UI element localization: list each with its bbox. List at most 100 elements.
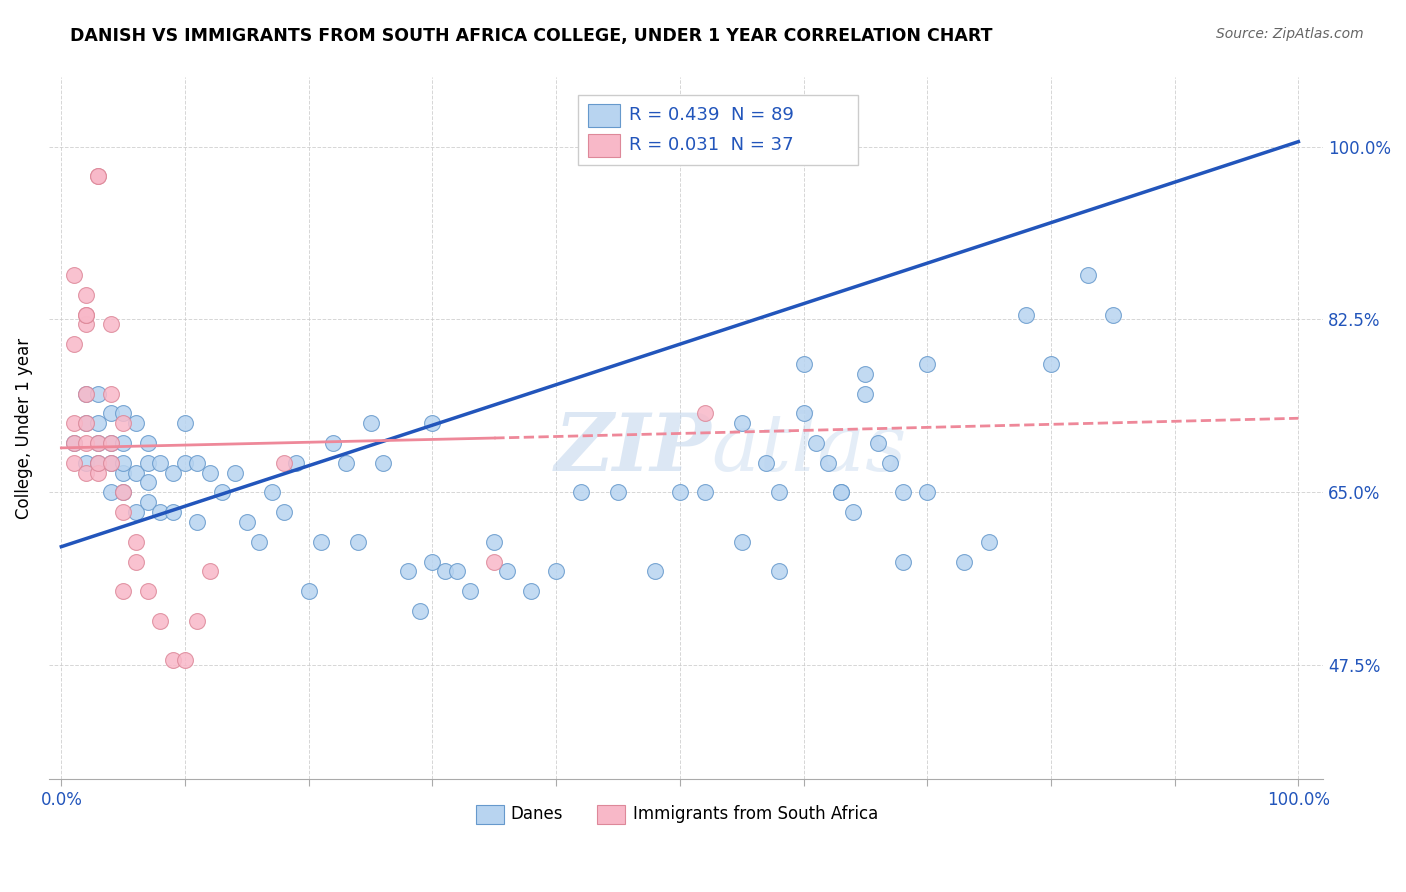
Point bbox=[891, 485, 914, 500]
Point bbox=[124, 505, 146, 519]
Text: R = 0.439  N = 89: R = 0.439 N = 89 bbox=[628, 105, 793, 124]
Point bbox=[112, 436, 135, 450]
Point bbox=[446, 565, 468, 579]
Point bbox=[136, 456, 159, 470]
Point bbox=[793, 406, 815, 420]
Point bbox=[879, 456, 901, 470]
Point bbox=[458, 584, 481, 599]
Point bbox=[124, 466, 146, 480]
Point bbox=[546, 565, 568, 579]
Text: DANISH VS IMMIGRANTS FROM SOUTH AFRICA COLLEGE, UNDER 1 YEAR CORRELATION CHART: DANISH VS IMMIGRANTS FROM SOUTH AFRICA C… bbox=[70, 27, 993, 45]
Point bbox=[75, 456, 97, 470]
Point bbox=[112, 485, 135, 500]
Point bbox=[409, 604, 432, 618]
Point bbox=[100, 436, 122, 450]
Point bbox=[1101, 308, 1123, 322]
Y-axis label: College, Under 1 year: College, Under 1 year bbox=[15, 337, 32, 519]
Point bbox=[1040, 357, 1063, 371]
Point bbox=[360, 416, 382, 430]
Point bbox=[75, 318, 97, 332]
Point bbox=[75, 466, 97, 480]
Point bbox=[484, 554, 506, 568]
Point bbox=[87, 386, 110, 401]
Point bbox=[917, 485, 939, 500]
Point bbox=[87, 169, 110, 184]
Point bbox=[75, 308, 97, 322]
Point bbox=[124, 554, 146, 568]
Point bbox=[75, 436, 97, 450]
Point bbox=[953, 554, 976, 568]
Point bbox=[162, 653, 184, 667]
Point bbox=[891, 554, 914, 568]
Text: R = 0.031  N = 37: R = 0.031 N = 37 bbox=[628, 136, 793, 154]
Point bbox=[273, 505, 295, 519]
Text: ZIP: ZIP bbox=[554, 410, 711, 488]
Point bbox=[62, 416, 84, 430]
Point bbox=[520, 584, 543, 599]
Point bbox=[693, 485, 716, 500]
Bar bbox=[578, 95, 858, 165]
Point bbox=[731, 416, 754, 430]
Point bbox=[433, 565, 456, 579]
Point bbox=[112, 416, 135, 430]
Point bbox=[186, 515, 208, 529]
Point bbox=[396, 565, 419, 579]
Point bbox=[62, 337, 84, 351]
Point bbox=[112, 456, 135, 470]
Point bbox=[112, 406, 135, 420]
Bar bbox=[588, 104, 620, 127]
Text: Source: ZipAtlas.com: Source: ZipAtlas.com bbox=[1216, 27, 1364, 41]
Point bbox=[198, 466, 221, 480]
Point bbox=[422, 554, 444, 568]
Point bbox=[211, 485, 233, 500]
Point bbox=[842, 505, 865, 519]
Point bbox=[817, 456, 839, 470]
Point bbox=[87, 169, 110, 184]
Point bbox=[484, 534, 506, 549]
Text: Danes: Danes bbox=[510, 805, 562, 823]
Point bbox=[198, 565, 221, 579]
Point bbox=[322, 436, 344, 450]
Point bbox=[186, 456, 208, 470]
Point bbox=[87, 436, 110, 450]
Point bbox=[124, 416, 146, 430]
Point bbox=[224, 466, 246, 480]
Point bbox=[495, 565, 517, 579]
Point bbox=[298, 584, 321, 599]
Point bbox=[136, 495, 159, 509]
Text: atlas: atlas bbox=[711, 410, 907, 488]
Point bbox=[174, 456, 197, 470]
Point bbox=[112, 584, 135, 599]
Point bbox=[174, 653, 197, 667]
Point bbox=[768, 565, 790, 579]
Point bbox=[260, 485, 283, 500]
Point bbox=[285, 456, 308, 470]
Point bbox=[136, 584, 159, 599]
Point bbox=[335, 456, 357, 470]
Point bbox=[693, 406, 716, 420]
Point bbox=[247, 534, 270, 549]
Point bbox=[371, 456, 394, 470]
Point bbox=[186, 614, 208, 628]
Point bbox=[75, 386, 97, 401]
Point bbox=[112, 466, 135, 480]
Point bbox=[855, 386, 877, 401]
Point bbox=[112, 485, 135, 500]
Point bbox=[75, 386, 97, 401]
Point bbox=[136, 436, 159, 450]
Point bbox=[100, 456, 122, 470]
Point bbox=[607, 485, 630, 500]
Point bbox=[804, 436, 827, 450]
Point bbox=[75, 308, 97, 322]
Point bbox=[112, 505, 135, 519]
Point bbox=[100, 386, 122, 401]
Point bbox=[100, 485, 122, 500]
Point bbox=[1077, 268, 1099, 282]
Point bbox=[569, 485, 592, 500]
Point bbox=[75, 287, 97, 301]
Point bbox=[731, 534, 754, 549]
Point bbox=[979, 534, 1001, 549]
Point bbox=[1015, 308, 1038, 322]
Point bbox=[100, 456, 122, 470]
Point bbox=[422, 416, 444, 430]
